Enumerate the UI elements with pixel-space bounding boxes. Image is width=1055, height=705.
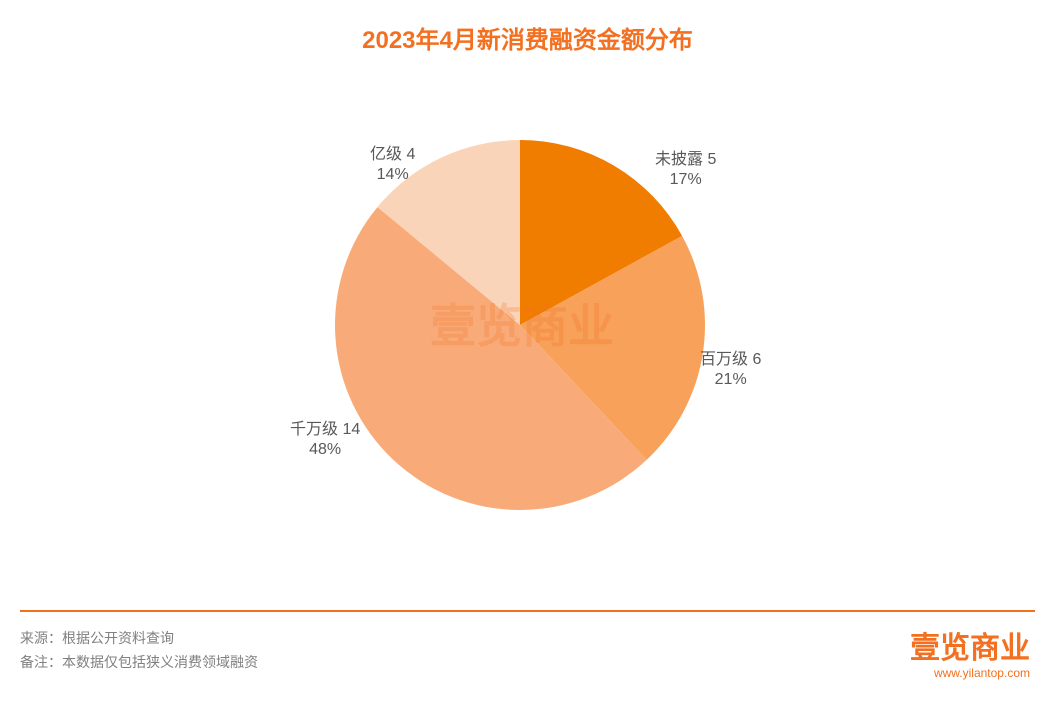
pie-slice-label: 百万级 621% [700, 350, 761, 390]
footer-source: 来源：根据公开资料查询 [20, 628, 174, 648]
pie-slice-label-line1: 未披露 5 [655, 150, 716, 170]
pie-slice-label: 未披露 517% [655, 150, 716, 190]
footer-source-label: 来源： [20, 630, 62, 646]
pie-slice-label-line2: 21% [700, 370, 761, 390]
pie-slice-label: 亿级 414% [370, 145, 415, 185]
brand-logo-text: 壹览商业 [910, 634, 1030, 664]
footer-source-text: 根据公开资料查询 [62, 630, 174, 646]
pie-slice-label-line1: 亿级 4 [370, 145, 415, 165]
footer-note-text: 本数据仅包括狭义消费领域融资 [62, 654, 258, 670]
pie-chart [0, 0, 1055, 705]
brand-logo: 壹览商业 www.yilantop.com [910, 634, 1030, 680]
pie-slice-label-line1: 百万级 6 [700, 350, 761, 370]
pie-slice-label-line2: 17% [655, 170, 716, 190]
footer-divider [20, 610, 1035, 612]
pie-slice-label-line1: 千万级 14 [290, 420, 360, 440]
pie-slice-label: 千万级 1448% [290, 420, 360, 460]
brand-logo-url: www.yilantop.com [910, 666, 1030, 680]
footer-note: 备注：本数据仅包括狭义消费领域融资 [20, 652, 258, 672]
pie-slice-label-line2: 48% [290, 440, 360, 460]
pie-slice-label-line2: 14% [370, 165, 415, 185]
footer-note-label: 备注： [20, 654, 62, 670]
